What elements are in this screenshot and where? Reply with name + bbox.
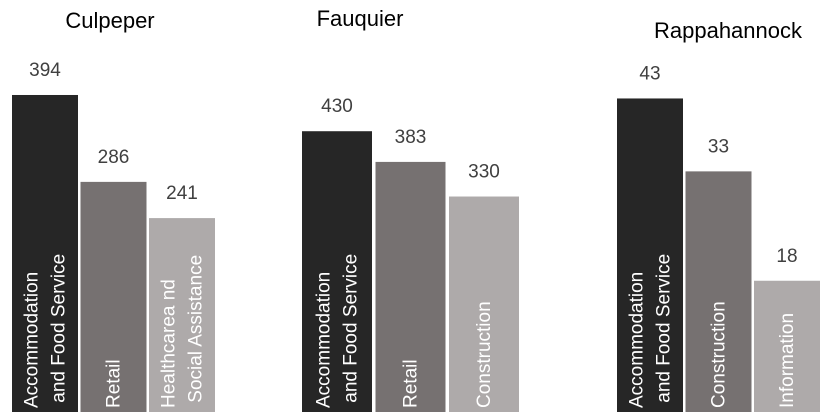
data-label: 18 bbox=[776, 246, 797, 267]
panel-title: Rappahannock bbox=[654, 18, 803, 43]
bar bbox=[80, 181, 147, 412]
bar bbox=[12, 94, 78, 413]
data-label: 330 bbox=[468, 162, 500, 183]
category-label: Healthcarea nd Social Assistance bbox=[159, 255, 207, 408]
panel-title: Culpeper bbox=[65, 8, 154, 33]
bar bbox=[149, 218, 215, 412]
bar bbox=[685, 171, 752, 412]
bar bbox=[754, 280, 820, 412]
panel-title: Fauquier bbox=[317, 6, 404, 31]
data-label: 33 bbox=[708, 136, 729, 157]
category-label: Retail bbox=[104, 359, 125, 408]
data-label: 43 bbox=[639, 63, 660, 84]
data-label: 241 bbox=[166, 183, 198, 204]
category-label: Information bbox=[777, 313, 798, 408]
data-label: 430 bbox=[321, 96, 353, 117]
data-label: 383 bbox=[395, 127, 427, 148]
bar bbox=[617, 98, 683, 412]
category-label: Accommodation and Food Service bbox=[314, 254, 362, 408]
bar bbox=[449, 196, 519, 412]
data-label: 394 bbox=[29, 60, 61, 81]
category-label: Construction bbox=[474, 301, 495, 408]
category-label: Retail bbox=[401, 359, 422, 408]
bar bbox=[375, 161, 446, 412]
category-label: Construction bbox=[709, 301, 730, 408]
category-label: Accommodation and Food Service bbox=[22, 254, 70, 408]
category-label: Accommodation and Food Service bbox=[627, 254, 675, 408]
bar bbox=[302, 131, 372, 412]
data-label: 286 bbox=[98, 147, 130, 168]
